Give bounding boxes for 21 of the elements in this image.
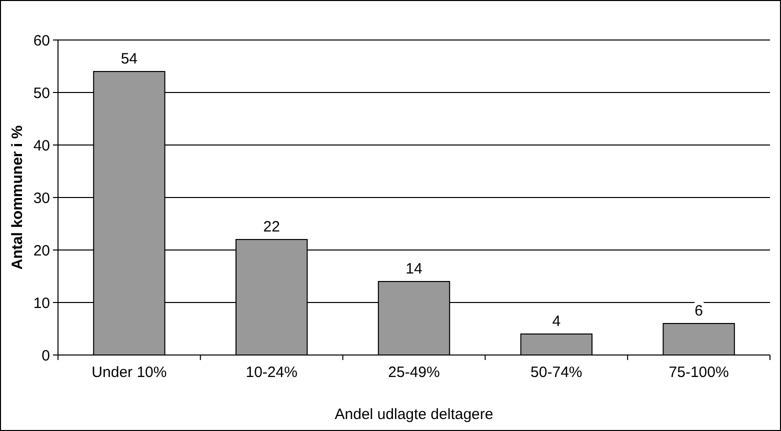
bar bbox=[662, 323, 735, 356]
x-tick-label: Under 10% bbox=[92, 364, 167, 381]
data-label: 6 bbox=[694, 302, 703, 320]
y-tick-label: 50 bbox=[33, 84, 50, 102]
x-tick-label: 25-49% bbox=[388, 364, 440, 381]
y-tick-label: 40 bbox=[33, 137, 50, 154]
x-tick-label: 75-100% bbox=[668, 364, 729, 381]
y-tick-label: 60 bbox=[33, 32, 50, 50]
y-tick-label: 0 bbox=[42, 347, 50, 364]
data-label: 14 bbox=[406, 260, 422, 278]
y-axis-title: Antal kommuner i % bbox=[9, 125, 26, 270]
data-label: 54 bbox=[120, 50, 138, 68]
data-label: 4 bbox=[552, 313, 561, 330]
x-tick-label: 10-24% bbox=[246, 364, 298, 381]
x-axis-title: Andel udlagte deltagere bbox=[334, 406, 494, 423]
y-tick-label: 20 bbox=[33, 242, 50, 260]
data-label: 22 bbox=[263, 218, 280, 236]
y-tick-label: 30 bbox=[33, 190, 50, 207]
x-tick-label: 50-74% bbox=[530, 364, 582, 381]
y-tick-label: 10 bbox=[33, 294, 50, 312]
bar bbox=[520, 334, 592, 356]
